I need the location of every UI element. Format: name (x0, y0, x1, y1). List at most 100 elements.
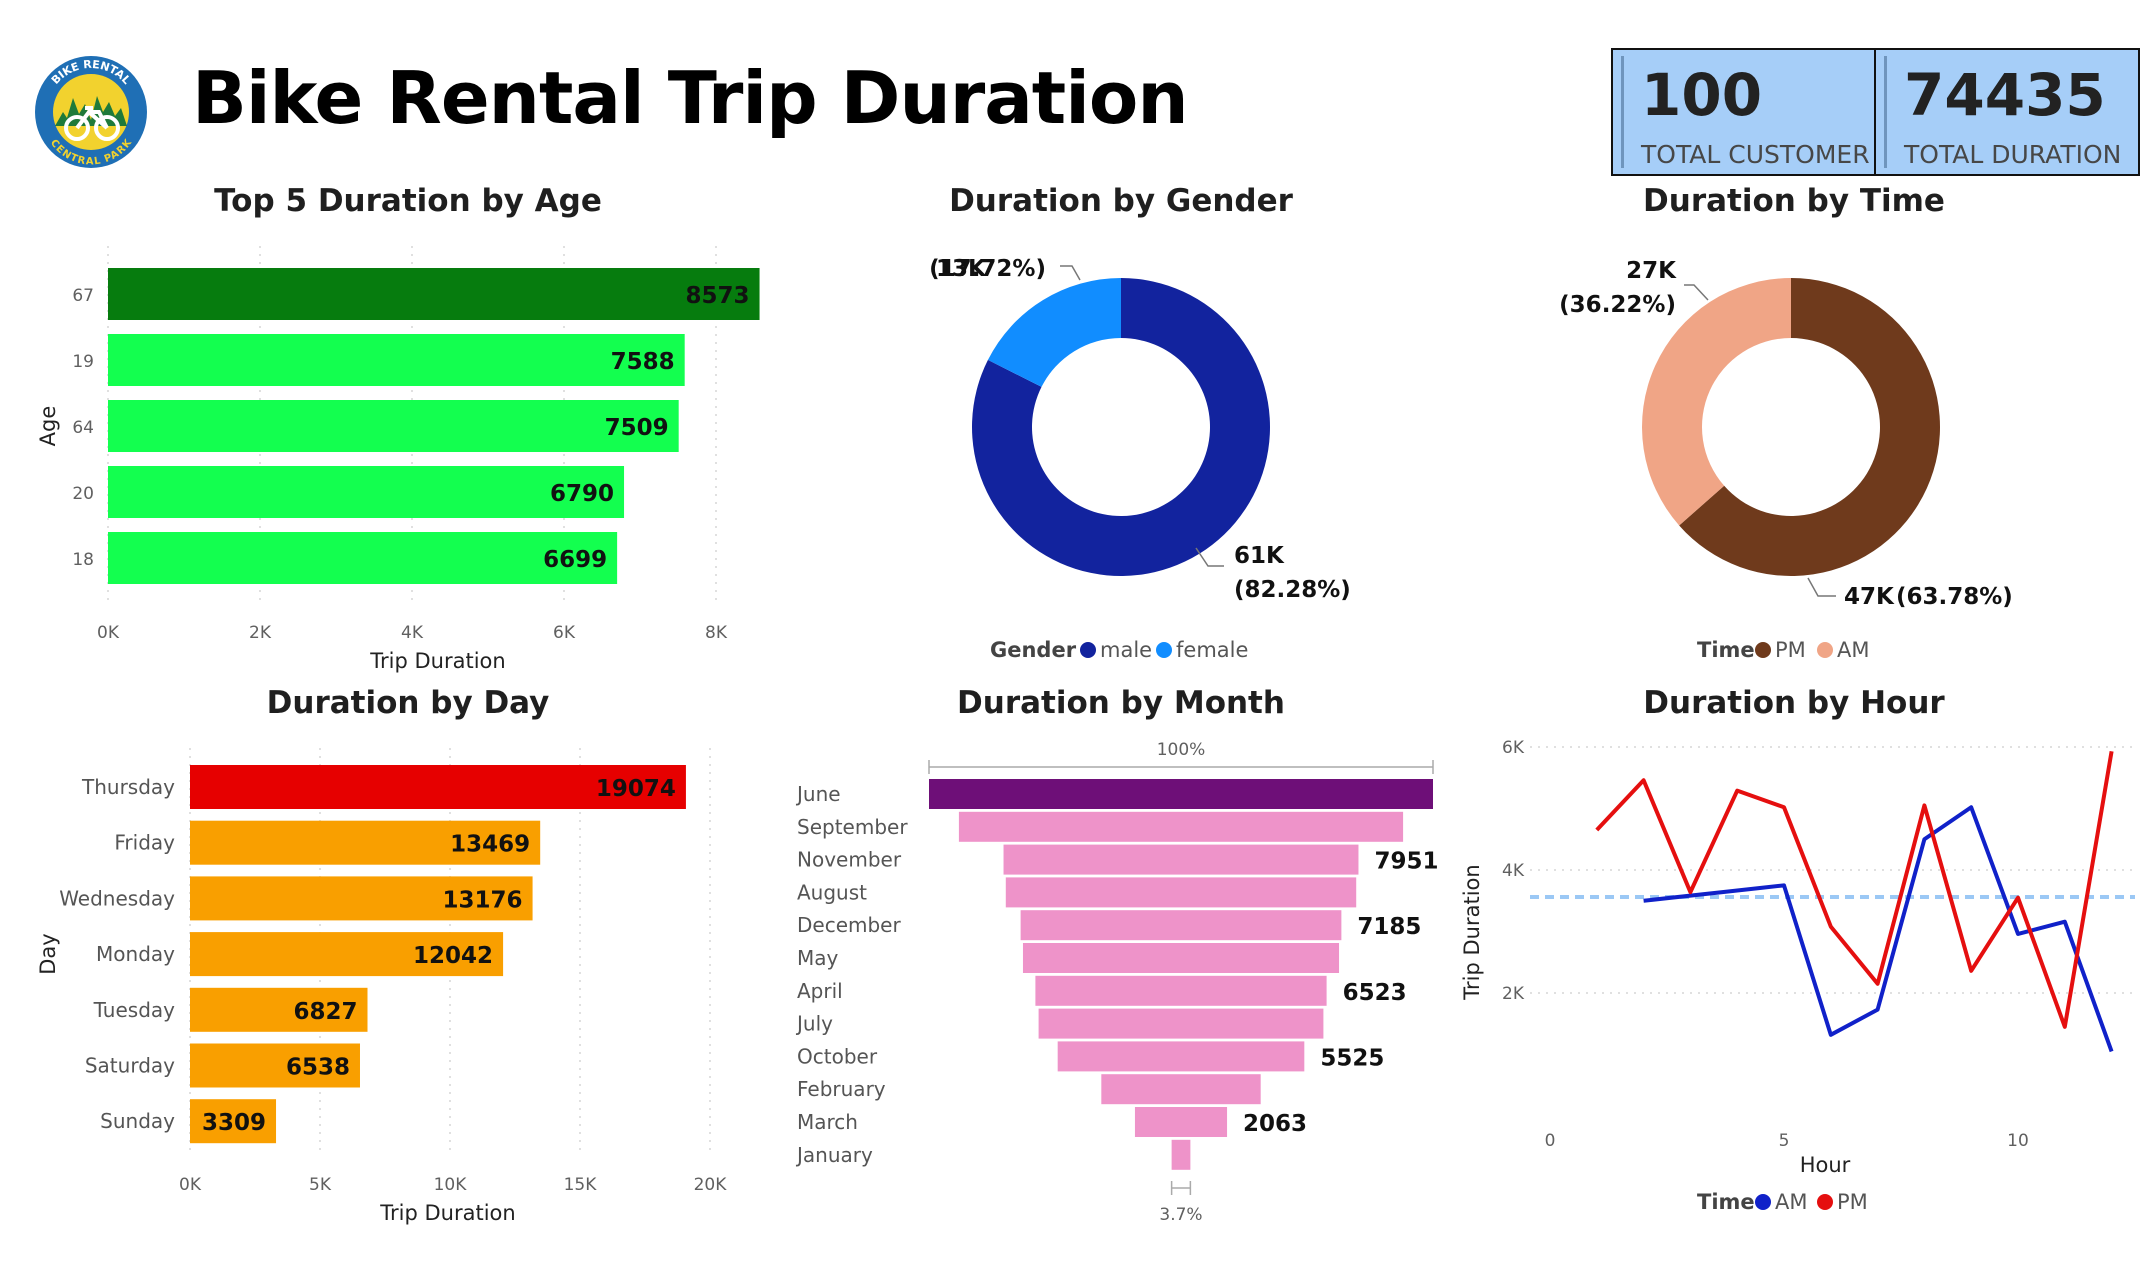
category-label: May (797, 946, 839, 970)
slice-percent-label: (63.78%) (1896, 584, 2013, 610)
legend-marker (1817, 642, 1833, 658)
category-label: October (797, 1044, 878, 1068)
bar (190, 876, 533, 921)
kpi-value: 100 (1641, 61, 1763, 129)
category-label: March (797, 1110, 858, 1134)
data-label: 7588 (611, 349, 675, 375)
category-label: Saturday (85, 1054, 175, 1078)
data-label: 7185 (1357, 914, 1421, 940)
funnel-bar (958, 811, 1404, 842)
series-line-pm (1595, 750, 2114, 1029)
x-tick-label: 10 (2007, 1131, 2029, 1151)
gender-chart-title: Duration by Gender (949, 183, 1293, 219)
bar (108, 400, 679, 452)
slice-value-label: 61K (1234, 543, 1285, 569)
slice-value-label: 27K (1626, 258, 1677, 284)
x-axis-title: Trip Duration (379, 1201, 515, 1225)
leader-line (1807, 577, 1836, 597)
bar (190, 987, 368, 1032)
leader-line (1684, 284, 1709, 301)
funnel-bar (1134, 1107, 1228, 1137)
x-axis-title: Trip Duration (369, 649, 505, 673)
data-label: 6827 (293, 999, 357, 1025)
donut-slice (1642, 278, 1791, 526)
donut-slice (987, 278, 1121, 387)
data-label: 7509 (605, 415, 669, 441)
data-label: 13469 (450, 832, 530, 858)
series-line-am (1643, 805, 2114, 1053)
kpi-label: TOTAL CUSTOMER (1641, 140, 1870, 169)
data-label: 12042 (413, 943, 493, 969)
x-tick-label: 0 (1545, 1131, 1556, 1151)
kpi-total-duration: 74435 TOTAL DURATION (1874, 48, 2140, 176)
legend-marker (1080, 642, 1096, 658)
category-label: Friday (114, 831, 175, 855)
category-label: Monday (96, 942, 175, 966)
legend-title: Gender (990, 638, 1077, 662)
legend-marker (1817, 1194, 1833, 1210)
x-tick-label: 0K (97, 623, 120, 643)
funnel-bar (1022, 943, 1340, 973)
x-tick-label: 5 (1779, 1131, 1790, 1151)
category-label: August (797, 880, 867, 904)
y-tick-label: 4K (1502, 861, 1525, 881)
x-tick-label: 6K (553, 623, 576, 643)
x-tick-label: 2K (249, 623, 272, 643)
top-percent-label: 100% (1157, 740, 1206, 760)
data-label: 19074 (596, 776, 676, 802)
category-label: September (797, 815, 908, 839)
legend-marker (1755, 1194, 1771, 1210)
data-label: 6699 (543, 547, 607, 573)
funnel-bar (1005, 877, 1357, 908)
category-label: Thursday (81, 775, 175, 799)
data-label: 3309 (202, 1110, 266, 1136)
age-chart-title: Top 5 Duration by Age (214, 183, 602, 219)
bar (190, 1099, 277, 1144)
bike-rental-logo: BIKE RENTAL CENTRAL PARK (35, 56, 147, 168)
hour-chart-title: Duration by Hour (1643, 685, 1945, 721)
category-label: Tuesday (93, 998, 176, 1022)
category-label: December (797, 913, 901, 937)
x-tick-label: 4K (401, 623, 424, 643)
category-label: July (795, 1012, 833, 1036)
bar (108, 466, 625, 518)
legend-label: PM (1775, 638, 1806, 662)
bar (190, 765, 686, 809)
category-label: 67 (72, 286, 94, 306)
legend-label: AM (1837, 638, 1869, 662)
slice-value-label: 13K (936, 256, 987, 282)
y-axis-title: Age (36, 406, 60, 447)
day-chart-title: Duration by Day (266, 685, 550, 721)
category-label: November (797, 848, 902, 872)
category-label: February (797, 1077, 886, 1101)
legend-label: female (1176, 638, 1248, 662)
bar (190, 820, 541, 865)
legend-label: male (1100, 638, 1152, 662)
category-label: April (797, 979, 843, 1003)
slice-value-label: 47K (1844, 584, 1895, 610)
data-label: 2063 (1243, 1111, 1307, 1137)
bar (108, 268, 760, 320)
slice-percent-label: (82.28%) (1234, 577, 1351, 603)
category-label: Sunday (100, 1109, 175, 1133)
data-label: 6790 (550, 481, 614, 507)
funnel-bar (1003, 844, 1359, 875)
donut-slice (1679, 278, 1940, 576)
bar (190, 932, 504, 977)
y-tick-label: 6K (1502, 738, 1525, 758)
category-label: 18 (72, 550, 94, 570)
slice-percent-label: (17.72%) (929, 256, 1046, 282)
legend-marker (1156, 642, 1172, 658)
category-label: Wednesday (59, 886, 175, 910)
bottom-percent-label: 3.7% (1159, 1205, 1202, 1225)
data-label: 6538 (286, 1055, 350, 1081)
y-tick-label: 2K (1502, 984, 1525, 1004)
legend-title: Time (1697, 638, 1755, 662)
bar (108, 532, 618, 584)
